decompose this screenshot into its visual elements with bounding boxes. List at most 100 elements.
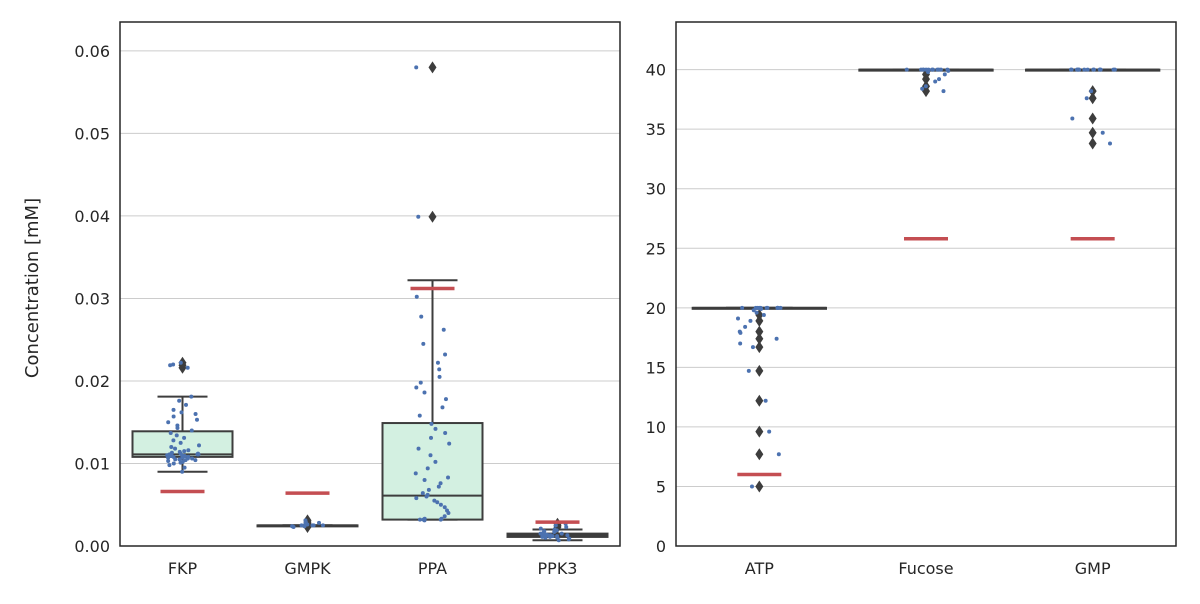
data-point xyxy=(177,457,182,462)
y-tick-label: 35 xyxy=(646,120,666,139)
y-tick-label: 0.03 xyxy=(74,289,110,308)
outlier-marker xyxy=(1088,112,1097,125)
data-point xyxy=(443,352,448,357)
data-point xyxy=(775,305,780,310)
y-tick-label: 40 xyxy=(646,61,666,80)
data-point xyxy=(417,517,422,522)
x-tick-label: PPA xyxy=(418,559,447,578)
data-point xyxy=(776,452,781,457)
y-tick-label: 30 xyxy=(646,180,666,199)
data-point xyxy=(193,411,198,416)
data-point xyxy=(933,79,938,84)
data-point xyxy=(169,444,174,449)
data-point xyxy=(171,438,176,443)
y-tick-label: 15 xyxy=(646,358,666,377)
data-point xyxy=(418,380,423,385)
data-point xyxy=(429,435,434,440)
data-point xyxy=(171,362,176,367)
data-point xyxy=(1085,67,1090,72)
data-point xyxy=(1082,67,1087,72)
data-point xyxy=(778,305,783,310)
data-point xyxy=(178,360,183,365)
chart-panel-2: 0 5 10 15 20 25 30 35 40 ATP Fucose GMP xyxy=(646,21,1177,578)
outlier-marker xyxy=(428,210,437,223)
data-point xyxy=(179,410,184,415)
x-tick-label: PPK3 xyxy=(538,559,578,578)
data-point xyxy=(438,502,443,507)
data-point xyxy=(1097,67,1102,72)
data-point xyxy=(750,345,755,350)
data-point xyxy=(184,402,189,407)
data-point xyxy=(422,516,427,521)
data-point xyxy=(1111,67,1116,72)
y-tick-label: 0 xyxy=(656,537,666,556)
data-point xyxy=(433,426,438,431)
data-point xyxy=(182,465,187,470)
data-point xyxy=(555,534,560,539)
data-point xyxy=(923,84,928,89)
data-point xyxy=(564,525,569,530)
outlier-marker xyxy=(755,341,764,354)
data-point xyxy=(310,523,315,528)
y-tick-label: 0.00 xyxy=(74,537,110,556)
data-point xyxy=(442,505,447,510)
data-point xyxy=(180,469,185,474)
outlier-marker xyxy=(755,325,764,338)
y-tick-label: 0.01 xyxy=(74,454,110,473)
x-tick-label: GMP xyxy=(1075,559,1111,578)
data-point xyxy=(440,405,445,410)
outlier-marker xyxy=(428,61,437,74)
data-point xyxy=(945,67,950,72)
data-point xyxy=(930,67,935,72)
data-point xyxy=(443,397,448,402)
data-point xyxy=(290,524,295,529)
data-point xyxy=(185,365,190,370)
data-point xyxy=(738,341,743,346)
data-point xyxy=(173,446,178,451)
data-point xyxy=(178,440,183,445)
data-point xyxy=(559,531,564,536)
data-point xyxy=(437,374,442,379)
y-tick-label: 5 xyxy=(656,477,666,496)
data-point xyxy=(936,67,941,72)
data-point xyxy=(189,394,194,399)
data-point xyxy=(567,536,572,541)
data-point xyxy=(1076,67,1081,72)
data-point xyxy=(748,318,753,323)
data-point xyxy=(414,65,419,70)
data-point xyxy=(553,523,558,528)
y-tick-label: 20 xyxy=(646,299,666,318)
outlier-marker xyxy=(755,394,764,407)
data-point xyxy=(754,310,759,315)
data-point xyxy=(425,492,430,497)
data-point xyxy=(416,446,421,451)
data-point xyxy=(937,77,942,82)
data-point xyxy=(421,341,426,346)
data-point xyxy=(166,420,171,425)
data-point xyxy=(171,461,176,466)
data-point xyxy=(548,533,553,538)
data-point xyxy=(447,441,452,446)
outlier-marker xyxy=(1088,126,1097,139)
data-point xyxy=(416,214,421,219)
chart-panel-1: 0.00 0.01 0.02 0.03 0.04 0.05 0.06 FKP GMPK PPA PP… xyxy=(74,21,621,578)
data-point xyxy=(446,475,451,480)
data-point xyxy=(190,456,195,461)
data-point xyxy=(174,433,179,438)
y-tick-label: 10 xyxy=(646,418,666,437)
data-point xyxy=(765,305,770,310)
data-point xyxy=(195,451,200,456)
data-point xyxy=(1089,89,1094,94)
data-point xyxy=(171,407,176,412)
data-point xyxy=(442,514,447,519)
data-point xyxy=(299,523,304,528)
data-point xyxy=(443,430,448,435)
data-point xyxy=(182,449,187,454)
data-point xyxy=(736,316,741,321)
data-point xyxy=(904,67,909,72)
data-point xyxy=(177,398,182,403)
axes-frame xyxy=(119,21,621,547)
data-point xyxy=(417,413,422,418)
outlier-marker xyxy=(1088,92,1097,105)
